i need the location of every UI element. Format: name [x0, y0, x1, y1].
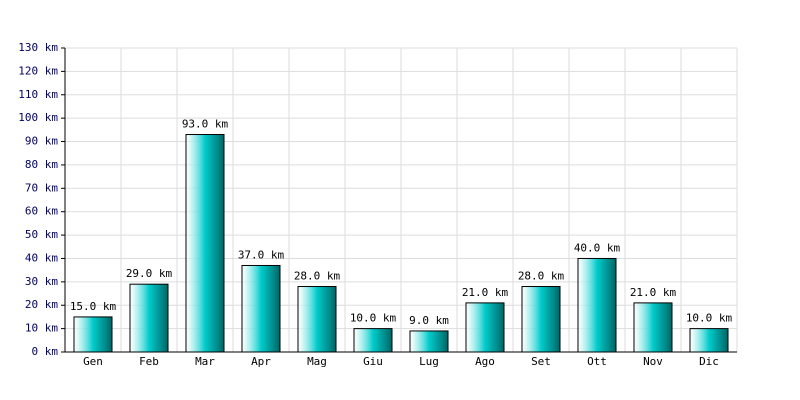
bar — [129, 283, 169, 353]
x-tick-label: Giu — [363, 355, 383, 368]
bar — [353, 328, 393, 353]
data-label: 9.0 km — [409, 314, 449, 327]
bar — [297, 286, 337, 353]
data-label: 10.0 km — [350, 312, 397, 325]
x-tick-label: Feb — [139, 355, 159, 368]
x-tick-label: Gen — [83, 355, 103, 368]
y-tick-label: 90 km — [25, 135, 58, 148]
y-tick-label: 120 km — [18, 64, 58, 77]
y-tick-label: 60 km — [25, 205, 58, 218]
data-label: 37.0 km — [238, 248, 285, 261]
data-label: 21.0 km — [462, 286, 509, 299]
data-label: 21.0 km — [630, 286, 677, 299]
y-tick-label: 130 km — [18, 41, 58, 54]
y-tick-label: 30 km — [25, 275, 58, 288]
x-tick-label: Apr — [251, 355, 271, 368]
data-label: 28.0 km — [518, 270, 565, 283]
data-label: 93.0 km — [182, 118, 229, 131]
x-tick-label: Mar — [195, 355, 215, 368]
data-label: 15.0 km — [70, 300, 117, 313]
y-tick-label: 10 km — [25, 322, 58, 335]
x-tick-label: Lug — [419, 355, 439, 368]
y-tick-label: 40 km — [25, 251, 58, 264]
bar — [577, 257, 617, 353]
data-label: 40.0 km — [574, 241, 621, 254]
bar — [409, 330, 449, 353]
y-tick-label: 0 km — [32, 345, 59, 358]
bar — [689, 328, 729, 353]
data-label: 10.0 km — [686, 312, 733, 325]
bar — [185, 134, 225, 353]
bar — [633, 302, 673, 353]
y-tick-label: 80 km — [25, 158, 58, 171]
data-label: 29.0 km — [126, 267, 173, 280]
bar — [465, 302, 505, 353]
x-tick-label: Mag — [307, 355, 327, 368]
x-tick-label: Ott — [587, 355, 607, 368]
x-tick-label: Dic — [699, 355, 719, 368]
data-label: 28.0 km — [294, 270, 341, 283]
y-tick-label: 100 km — [18, 111, 58, 124]
bar — [521, 286, 561, 353]
bar — [241, 264, 281, 353]
y-tick-label: 70 km — [25, 181, 58, 194]
x-tick-label: Ago — [475, 355, 495, 368]
x-tick-label: Nov — [643, 355, 663, 368]
x-tick-label: Set — [531, 355, 551, 368]
y-tick-label: 20 km — [25, 298, 58, 311]
y-tick-label: 50 km — [25, 228, 58, 241]
y-tick-label: 110 km — [18, 88, 58, 101]
bar — [73, 316, 113, 353]
